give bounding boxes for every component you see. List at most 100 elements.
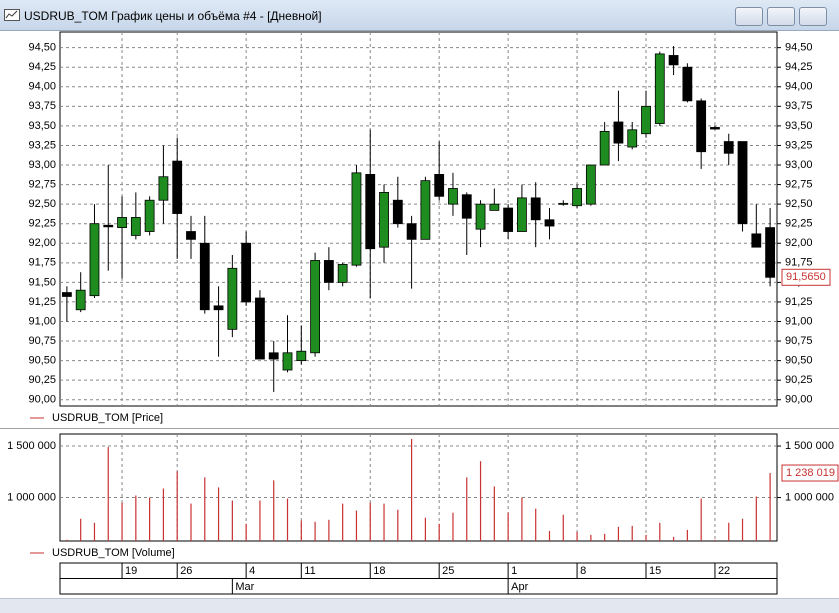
volume-bar bbox=[741, 518, 744, 541]
y-tick-label-right: 90,00 bbox=[785, 394, 813, 406]
day-label: 25 bbox=[442, 565, 454, 577]
candle-body bbox=[696, 100, 707, 153]
y-tick-label-left: 94,50 bbox=[28, 42, 56, 54]
candle-body bbox=[186, 231, 196, 240]
volume-bar bbox=[493, 486, 495, 541]
volume-bar bbox=[259, 500, 261, 541]
last-price-box bbox=[781, 268, 831, 286]
candle-body bbox=[268, 352, 279, 360]
title-bar: USDRUB_TOM График цены и объёма #4 - [Дн… bbox=[0, 0, 839, 31]
candle-body bbox=[310, 260, 320, 354]
candle-body bbox=[489, 203, 500, 211]
y-tick-label-left: 1 000 000 bbox=[7, 491, 56, 503]
volume-bar bbox=[342, 503, 344, 541]
candle-body bbox=[517, 197, 527, 232]
candle-body bbox=[199, 242, 210, 311]
day-label: 4 bbox=[249, 565, 255, 577]
day-label: 15 bbox=[649, 565, 661, 577]
y-tick-label-right: 1 500 000 bbox=[785, 440, 834, 452]
candle-body bbox=[599, 130, 610, 166]
candle-body bbox=[75, 289, 86, 311]
last-price-label: 91,5650 bbox=[786, 271, 826, 283]
volume-bar bbox=[149, 497, 151, 541]
candle-body bbox=[144, 199, 155, 232]
volume-bar bbox=[328, 519, 330, 541]
y-tick-label-left: 92,50 bbox=[28, 198, 56, 210]
maximize-button[interactable] bbox=[767, 7, 795, 26]
candle-body bbox=[723, 141, 734, 154]
month-label: Mar bbox=[235, 581, 254, 593]
volume-bar bbox=[204, 477, 206, 541]
candle-body bbox=[103, 224, 114, 228]
y-tick-label-left: 93,50 bbox=[28, 120, 56, 132]
volume-bar bbox=[314, 521, 316, 541]
candle-body bbox=[213, 305, 224, 311]
volume-bar bbox=[590, 534, 592, 541]
candle-body bbox=[282, 352, 293, 371]
volume-bar bbox=[438, 523, 440, 541]
candle-body bbox=[530, 197, 541, 221]
candle-body bbox=[572, 188, 582, 207]
volume-bar bbox=[728, 522, 730, 541]
volume-panel bbox=[59, 433, 778, 542]
candle-body bbox=[379, 191, 389, 248]
y-tick-label-left: 90,00 bbox=[28, 394, 56, 406]
volume-bar bbox=[479, 461, 482, 541]
y-tick-label-left: 94,00 bbox=[28, 81, 56, 93]
candle-body bbox=[392, 199, 403, 225]
volume-bar bbox=[535, 508, 537, 541]
candle-body bbox=[323, 260, 334, 283]
y-tick-label-left: 91,00 bbox=[28, 315, 56, 327]
volume-bar bbox=[466, 477, 468, 541]
day-label: 1 bbox=[511, 565, 517, 577]
y-tick-label-right: 94,25 bbox=[785, 61, 813, 73]
y-tick-label-right: 1 000 000 bbox=[785, 491, 834, 503]
y-tick-label-right: 93,25 bbox=[785, 139, 813, 151]
y-tick-label-left: 92,00 bbox=[28, 237, 56, 249]
volume-bar bbox=[286, 498, 289, 541]
y-tick-label-left: 92,25 bbox=[28, 218, 56, 230]
status-bar bbox=[0, 598, 839, 613]
candle-body bbox=[627, 129, 638, 148]
y-tick-label-right: 90,25 bbox=[785, 374, 813, 386]
y-tick-label-left: 93,25 bbox=[28, 139, 56, 151]
volume-bar bbox=[217, 487, 220, 541]
legend-label: USDRUB_TOM [Volume] bbox=[52, 547, 175, 559]
volume-bar bbox=[107, 447, 109, 541]
y-tick-label-right: 94,50 bbox=[785, 42, 813, 54]
y-tick-label-left: 90,25 bbox=[28, 374, 56, 386]
volume-bar bbox=[452, 512, 454, 541]
candle-body bbox=[654, 53, 665, 124]
chart: 90,00 90,00 90,25 90,25 90,50 90,50 90,75 90,75… bbox=[0, 31, 839, 595]
candle-body bbox=[61, 292, 72, 297]
candle-body bbox=[710, 127, 720, 130]
candle-body bbox=[337, 263, 348, 283]
volume-bar bbox=[617, 526, 620, 541]
price-panel bbox=[59, 31, 778, 407]
day-label: 11 bbox=[304, 565, 315, 577]
last-volume-label: 1 238 019 bbox=[786, 467, 835, 479]
volume-bar bbox=[162, 488, 165, 541]
window-icon bbox=[4, 9, 20, 21]
candle-body bbox=[475, 203, 486, 230]
volume-bar bbox=[397, 509, 399, 541]
day-label: 26 bbox=[180, 565, 192, 577]
candle-body bbox=[255, 297, 265, 360]
candle-body bbox=[296, 350, 307, 362]
volume-bar bbox=[645, 534, 647, 541]
volume-bar bbox=[190, 503, 192, 541]
volume-bar bbox=[245, 523, 247, 541]
candle-body bbox=[682, 66, 693, 102]
last-volume-box bbox=[781, 464, 839, 482]
candle-body bbox=[172, 160, 183, 214]
volume-bar bbox=[411, 438, 413, 541]
y-tick-label-right: 93,50 bbox=[785, 120, 813, 132]
minimize-button[interactable] bbox=[735, 7, 763, 26]
volume-bar bbox=[548, 530, 551, 541]
y-tick-label-left: 90,50 bbox=[28, 355, 56, 367]
volume-bar bbox=[631, 525, 633, 541]
y-tick-label-right: 92,25 bbox=[785, 218, 813, 230]
close-button[interactable] bbox=[799, 7, 827, 26]
candle-body bbox=[351, 172, 362, 266]
